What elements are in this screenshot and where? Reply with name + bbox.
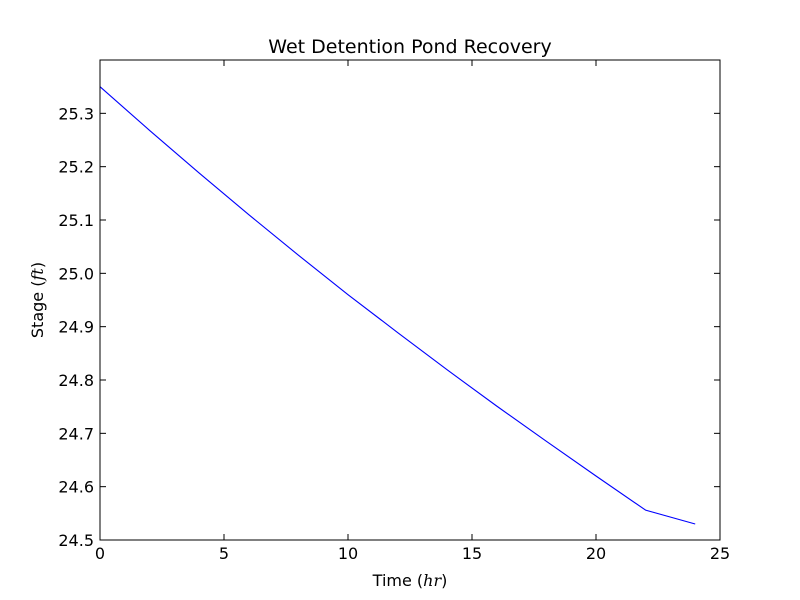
x-axis-label: Time (hr)	[372, 571, 448, 590]
y-tick-label: 24.5	[58, 531, 94, 550]
x-axis-label-text: Time (	[372, 571, 423, 590]
x-tick-label: 5	[219, 544, 229, 563]
x-tick-label: 10	[338, 544, 358, 563]
x-tick-label: 20	[586, 544, 606, 563]
y-axis-label-text: Stage (	[28, 281, 47, 339]
plot-frame	[99, 59, 721, 541]
y-tick-label: 25.0	[58, 264, 94, 283]
chart-title: Wet Detention Pond Recovery	[268, 36, 551, 58]
y-tick-label: 24.8	[58, 371, 94, 390]
y-axis-label: Stage (ft)	[28, 262, 47, 338]
x-tick-label: 25	[710, 544, 730, 563]
y-tick-label: 25.2	[58, 158, 94, 177]
y-axis-label-close: )	[28, 262, 47, 268]
x-tick-label: 15	[462, 544, 482, 563]
x-axis-unit: hr	[423, 571, 442, 590]
plot-area: 0 5 10 15 20 25 24.5 24.6 24.7 24.8 24.9 25.0 25.1 25…	[58, 59, 730, 563]
y-tick-label: 24.9	[58, 318, 94, 337]
y-tick-label: 25.1	[58, 211, 94, 230]
x-tick-label: 0	[95, 544, 105, 563]
y-tick-label: 25.3	[58, 104, 94, 123]
series-line	[99, 86, 696, 525]
y-tick-label: 24.6	[58, 478, 94, 497]
x-axis-label-close: )	[441, 571, 447, 590]
y-axis-unit: ft	[28, 268, 47, 282]
y-tick-label: 24.7	[58, 424, 94, 443]
